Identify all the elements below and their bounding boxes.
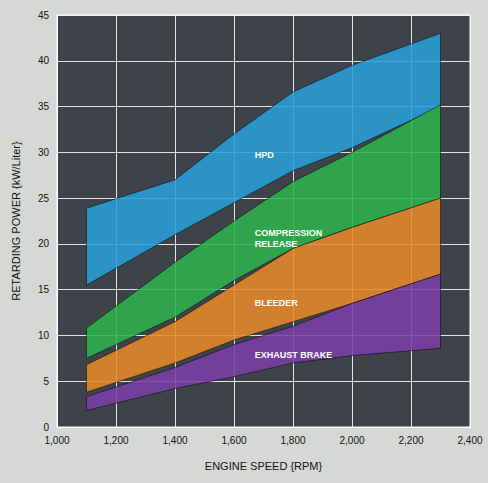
svg-text:1,600: 1,600 (221, 435, 246, 446)
svg-text:10: 10 (38, 330, 50, 341)
svg-text:5: 5 (43, 376, 49, 387)
svg-text:20: 20 (38, 238, 50, 249)
svg-text:COMPRESSION: COMPRESSION (255, 228, 323, 238)
svg-text:2,000: 2,000 (339, 435, 364, 446)
svg-text:35: 35 (38, 101, 50, 112)
svg-text:1,800: 1,800 (280, 435, 305, 446)
svg-text:15: 15 (38, 284, 50, 295)
svg-text:25: 25 (38, 193, 50, 204)
svg-text:RETARDING POWER {kW/Liter}: RETARDING POWER {kW/Liter} (10, 141, 22, 301)
svg-text:BLEEDER: BLEEDER (255, 298, 299, 308)
svg-text:40: 40 (38, 55, 50, 66)
svg-text:1,200: 1,200 (103, 435, 128, 446)
svg-text:ENGINE SPEED {RPM}: ENGINE SPEED {RPM} (205, 460, 323, 472)
svg-text:2,400: 2,400 (457, 435, 482, 446)
svg-text:1,400: 1,400 (162, 435, 187, 446)
svg-text:EXHAUST BRAKE: EXHAUST BRAKE (255, 350, 333, 360)
svg-text:30: 30 (38, 147, 50, 158)
svg-text:RELEASE: RELEASE (255, 239, 298, 249)
svg-text:0: 0 (43, 422, 49, 433)
svg-text:1,000: 1,000 (44, 435, 69, 446)
svg-text:2,200: 2,200 (398, 435, 423, 446)
svg-text:HPD: HPD (255, 150, 275, 160)
svg-text:45: 45 (38, 10, 50, 21)
